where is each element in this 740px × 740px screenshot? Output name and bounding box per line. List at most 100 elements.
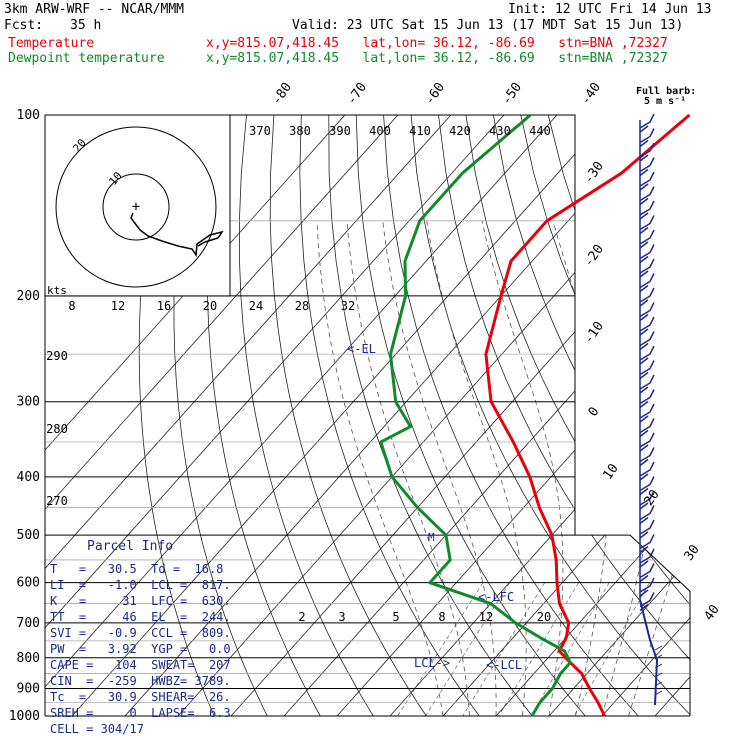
hodograph-ring-10 xyxy=(102,173,170,241)
wind-barb xyxy=(639,229,655,245)
wind-barb-flag xyxy=(639,342,649,351)
temperature-legend: Temperature xyxy=(8,36,95,51)
mixing-ratio-line xyxy=(462,582,546,716)
hodograph-speed-tick: 12 xyxy=(111,299,125,313)
parcel-value: LFC = 630. xyxy=(136,594,231,608)
dry-adiabat xyxy=(657,115,690,716)
isotherm-label: 30 xyxy=(681,542,702,563)
wind-barb-flag xyxy=(639,313,649,322)
isotherm-label: -50 xyxy=(499,80,525,108)
hodograph-unit: kts xyxy=(47,284,67,297)
lcl-left-annotation: LCL-> xyxy=(414,656,450,670)
wind-barb xyxy=(639,316,655,332)
hodograph-speed-tick: 28 xyxy=(295,299,309,313)
wind-barb xyxy=(639,287,655,303)
dry-adiabat xyxy=(713,115,740,716)
wind-barb xyxy=(639,142,655,158)
low-level-barb xyxy=(654,663,663,669)
hodograph-speed-tick: 8 xyxy=(68,299,75,313)
parcel-value: SWEAT= 207 xyxy=(136,658,231,672)
wind-barb xyxy=(639,461,655,477)
wind-barb xyxy=(639,476,655,492)
wind-barb xyxy=(639,447,655,463)
wind-barb xyxy=(639,345,655,361)
moist-adiabat xyxy=(481,220,564,716)
isotherm-line xyxy=(548,115,690,716)
isotherm-line xyxy=(442,115,690,716)
mixing-ratio-label: 2 xyxy=(298,610,305,624)
isotherm-label: -80 xyxy=(269,80,295,108)
wind-barb xyxy=(639,200,655,216)
parcel-value: HWBZ= 3789. xyxy=(136,674,231,688)
wind-barb xyxy=(639,534,655,550)
isotherm-label: -30 xyxy=(581,159,607,187)
moist-adiabat xyxy=(316,220,444,716)
parcel-value: YGP = 0.0 xyxy=(136,642,231,656)
parcel-value: Td = 16.8 xyxy=(136,562,224,576)
isotherm-line xyxy=(45,115,346,716)
wind-barb xyxy=(639,258,655,274)
pressure-tick-label: 800 xyxy=(17,651,40,666)
parcel-value: CCL = 809. xyxy=(136,626,231,640)
dewpoint-location: x,y=815.07,418.45 lat,lon= 36.12, -86.69… xyxy=(206,51,668,66)
parcel-key: TT = 46 xyxy=(50,610,137,624)
theta-label: 420 xyxy=(449,124,471,138)
moist-adiabat xyxy=(382,220,497,716)
isotherm-line xyxy=(45,115,558,716)
isotherm-line xyxy=(601,115,690,716)
mixing-ratio-label: 5 xyxy=(392,610,399,624)
parcel-value: LCL = 817. xyxy=(136,578,231,592)
isotherm-label: 40 xyxy=(701,602,722,623)
parcel-row: SREH = 0 LAPSE= 6.3 xyxy=(50,705,231,721)
valid-time: Valid: 23 UTC Sat 15 Jun 13 (17 MDT Sat … xyxy=(292,18,684,33)
parcel-info-table: Parcel Info T = 30.5 Td = 16.8 LI = -1.0 … xyxy=(45,537,237,737)
parcel-key: LI = -1.0 xyxy=(50,578,137,592)
wind-barb xyxy=(639,490,655,506)
mixing-ratio-line xyxy=(425,582,510,716)
wind-barb-flag xyxy=(639,400,649,409)
mixing-ratio-label: 3 xyxy=(338,610,345,624)
parcel-row: TT = 46 EL = 244. xyxy=(50,609,231,625)
wind-barb xyxy=(639,505,655,521)
theta-label: 390 xyxy=(329,124,351,138)
mixing-ratio-label: 8 xyxy=(438,610,445,624)
wind-barb-flag xyxy=(639,357,649,365)
dry-adiabat xyxy=(602,115,690,716)
wind-barb-flag xyxy=(639,197,649,206)
init-time: Init: 12 UTC Fri 14 Jun 13 xyxy=(508,2,712,17)
low-level-barb xyxy=(654,672,663,678)
wind-barb-flag xyxy=(639,502,649,510)
mixing-ratio-label: 12 xyxy=(479,610,493,624)
wind-barb xyxy=(639,519,655,535)
theta-left-label: 290 xyxy=(46,349,68,363)
isotherm-line xyxy=(177,115,690,716)
wind-barb-flag xyxy=(639,270,649,278)
wind-barb xyxy=(639,577,655,593)
barb-legend-title: Full barb: xyxy=(636,86,696,97)
parcel-key: T = 30.5 xyxy=(50,562,137,576)
wind-barb-flag xyxy=(639,560,649,568)
hodograph-center: + xyxy=(132,199,140,215)
isotherm-line xyxy=(654,115,690,716)
parcel-key: K = 31 xyxy=(50,594,137,608)
theta-label: 400 xyxy=(369,124,391,138)
parcel-row: T = 30.5 Td = 16.8 xyxy=(50,561,223,577)
wind-barb-flag xyxy=(639,531,649,539)
wind-barb xyxy=(639,548,655,564)
theta-label: 440 xyxy=(529,124,551,138)
parcel-row: Tc = 30.9 SHEAR= 26. xyxy=(50,689,231,705)
wind-barb xyxy=(639,186,655,202)
isotherm-label: -10 xyxy=(581,319,607,347)
wind-barb-flag xyxy=(639,415,649,423)
wind-barb xyxy=(639,418,655,434)
wind-barb xyxy=(639,563,655,579)
low-level-barbs xyxy=(639,599,659,706)
model-title: 3km ARW-WRF -- NCAR/MMM xyxy=(4,2,185,17)
wind-barb-flag xyxy=(639,386,649,394)
wind-barb xyxy=(639,389,655,405)
pressure-tick-label: 900 xyxy=(17,681,40,696)
theta-label: 410 xyxy=(409,124,431,138)
wind-barb-flag xyxy=(639,212,649,220)
dry-adiabat xyxy=(520,115,690,716)
